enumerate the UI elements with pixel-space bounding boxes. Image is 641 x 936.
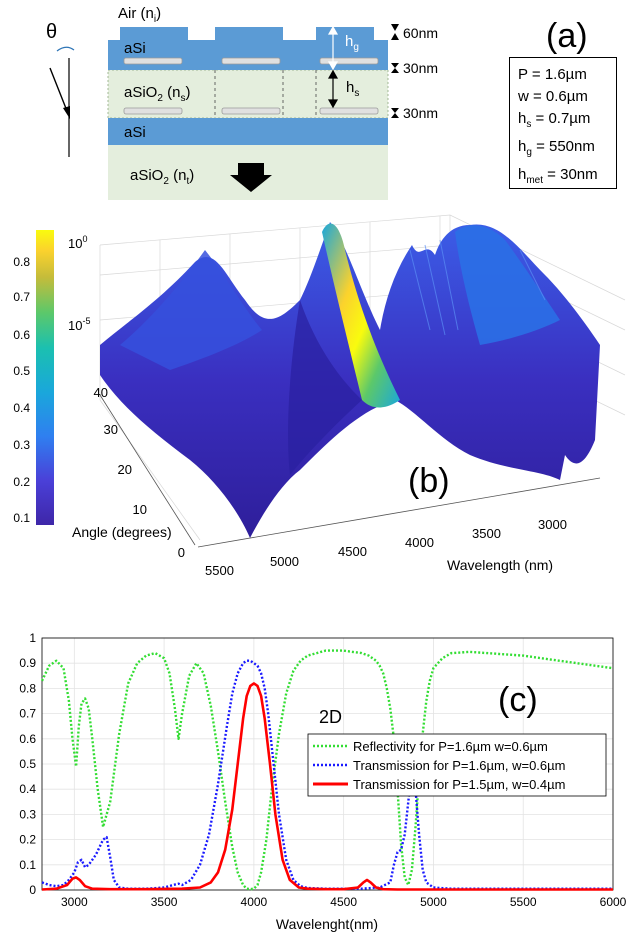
- panel-b-label: (b): [408, 462, 450, 500]
- y-tick-label: 1: [29, 631, 36, 645]
- air-label: Air (ni): [118, 5, 161, 25]
- panel-b-surface-plot: 0.8 0.7 0.6 0.5 0.4 0.3 0.2 0.1 100 10-5…: [13, 214, 626, 578]
- thickness-marker-30nm: [391, 63, 399, 73]
- dim-30nm-label-bottom: 30nm: [403, 105, 438, 121]
- thickness-marker-60nm: [391, 24, 399, 40]
- svg-text:0.2: 0.2: [13, 475, 30, 489]
- x-tick-label: 6000: [600, 895, 627, 909]
- svg-text:10: 10: [133, 502, 147, 517]
- legend-entry: Transmission for P=1.6µm, w=0.6µm: [353, 758, 565, 773]
- y-tick-label: 0.2: [19, 833, 36, 847]
- param-period: P = 1.6µm: [518, 66, 587, 83]
- x-ticks: 3000 3500 4000 4500 5000 5500 6000: [61, 895, 627, 909]
- svg-text:4500: 4500: [338, 544, 367, 559]
- y-tick-label: 0.3: [19, 807, 36, 821]
- metal-strips-bottom: [123, 107, 379, 115]
- x-tick-label: 4500: [330, 895, 357, 909]
- z-tick-mid: 10-5: [68, 316, 90, 333]
- panel-a-schematic: Air (ni) aSi aSiO2 (ns) aSi aSiO2 (nt) h…: [46, 5, 588, 200]
- svg-text:0.4: 0.4: [13, 401, 30, 415]
- legend-entry: Reflectivity for P=1.6µm w=0.6µm: [353, 739, 548, 754]
- svg-text:0.5: 0.5: [13, 364, 30, 378]
- x-axis-label: Wavelenght(nm): [276, 916, 378, 932]
- surface-peak-left: [120, 250, 262, 370]
- surface-ridge-shadow: [288, 300, 362, 475]
- asio2-substrate-label: aSiO2 (nt): [130, 167, 194, 187]
- svg-text:0.6: 0.6: [13, 328, 30, 342]
- x-tick-label: 4000: [241, 895, 268, 909]
- svg-text:4000: 4000: [405, 535, 434, 550]
- svg-text:0.8: 0.8: [13, 255, 30, 269]
- svg-text:40: 40: [94, 385, 108, 400]
- incident-ray-arrowhead: [63, 106, 70, 119]
- x-tick-label: 3500: [151, 895, 178, 909]
- angle-ticks: 40 30 20 10 0: [94, 385, 185, 560]
- hs-dimension-arrow: [327, 69, 339, 109]
- svg-text:0: 0: [178, 545, 185, 560]
- angle-axis-line: [99, 394, 196, 546]
- y-tick-label: 0.8: [19, 681, 36, 695]
- theta-label: θ: [46, 21, 57, 43]
- svg-text:20: 20: [118, 462, 132, 477]
- colorbar-ticks: 0.8 0.7 0.6 0.5 0.4 0.3 0.2 0.1: [13, 255, 30, 525]
- z-tick-top: 100: [68, 234, 87, 251]
- wavelength-axis-line: [197, 477, 601, 548]
- x-tick-label: 5500: [510, 895, 537, 909]
- wavelength-ticks: 5500 5000 4500 4000 3500 3000: [205, 517, 567, 578]
- svg-text:0.1: 0.1: [13, 511, 30, 525]
- series-line-2: [41, 682, 613, 891]
- metal-strips-top: [123, 57, 379, 65]
- hg-dimension-arrow: [327, 25, 339, 71]
- legend-entry: Transmission for P=1.5µm, w=0.4µm: [353, 777, 565, 792]
- svg-text:5500: 5500: [205, 563, 234, 578]
- y-tick-label: 0.6: [19, 732, 36, 746]
- colorbar: [36, 230, 54, 525]
- panel-c-line-chart: 3000 3500 4000 4500 5000 5500 6000 00.10.20.30…: [19, 631, 627, 932]
- thickness-marker-30nm: [391, 108, 399, 118]
- y-tick-label: 0.5: [19, 757, 36, 771]
- angle-axis-label: Angle (degrees): [72, 524, 172, 540]
- y-tick-label: 0.9: [19, 656, 36, 670]
- wavelength-axis-label: Wavelength (nm): [447, 557, 553, 573]
- x-tick-label: 3000: [61, 895, 88, 909]
- hg-label: hg: [345, 33, 359, 53]
- svg-text:30: 30: [104, 422, 118, 437]
- y-tick-label: 0.4: [19, 782, 36, 796]
- surface-ripples: [409, 239, 546, 336]
- legend-box: [307, 733, 607, 797]
- surface-resonance-ridge: [322, 223, 400, 408]
- svg-text:0.7: 0.7: [13, 290, 30, 304]
- surface-peak-right: [455, 225, 560, 345]
- param-hg: hg = 550nm: [518, 138, 595, 158]
- asi-top-label: aSi: [124, 40, 146, 57]
- y-tick-label: 0.7: [19, 707, 36, 721]
- param-width: w = 0.6µm: [518, 88, 588, 105]
- y-ticks: 0 0.1 0.2 0.3 0.4 0.5 0.6 0.7 0.8 0.9 1: [19, 631, 36, 897]
- svg-text:3500: 3500: [472, 526, 501, 541]
- parameter-box: P = 1.6µm w = 0.6µm hs = 0.7µm hg = 550n…: [509, 57, 617, 189]
- asi-bottom-label: aSi: [124, 124, 146, 141]
- panel-a-label: (a): [546, 17, 588, 55]
- legend: Reflectivity for P=1.6µm w=0.6µm Transmi…: [307, 733, 607, 797]
- svg-text:0.3: 0.3: [13, 438, 30, 452]
- svg-text:5000: 5000: [270, 554, 299, 569]
- chart-annotation-2d: 2D: [319, 707, 342, 727]
- asio2-spacer-label: aSiO2 (ns): [124, 84, 190, 104]
- param-hs: hs = 0.7µm: [518, 110, 591, 130]
- y-tick-label: 0: [29, 883, 36, 897]
- param-hmet: hmet = 30nm: [518, 166, 598, 186]
- dim-60nm-label: 60nm: [403, 25, 438, 41]
- svg-text:3000: 3000: [538, 517, 567, 532]
- dim-30nm-label-top: 30nm: [403, 60, 438, 76]
- asi-bottom-layer: [108, 118, 388, 145]
- y-tick-label: 0.1: [19, 858, 36, 872]
- panel-c-label: (c): [498, 681, 538, 719]
- angle-arc: [56, 46, 75, 52]
- x-tick-label: 5000: [420, 895, 447, 909]
- transmission-arrow: [230, 163, 272, 192]
- hs-label: hs: [346, 79, 359, 99]
